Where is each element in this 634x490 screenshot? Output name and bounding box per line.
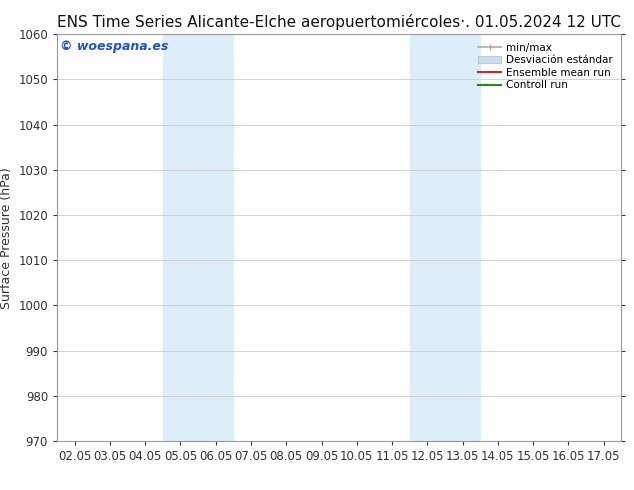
Bar bbox=[163, 34, 233, 441]
Y-axis label: Surface Pressure (hPa): Surface Pressure (hPa) bbox=[0, 167, 13, 309]
Text: miércoles·. 01.05.2024 12 UTC: miércoles·. 01.05.2024 12 UTC bbox=[386, 15, 621, 30]
Text: © woespana.es: © woespana.es bbox=[60, 40, 168, 53]
Bar bbox=[410, 34, 481, 441]
Text: ENS Time Series Alicante-Elche aeropuerto: ENS Time Series Alicante-Elche aeropuert… bbox=[57, 15, 386, 30]
Legend: min/max, Desviación estándar, Ensemble mean run, Controll run: min/max, Desviación estándar, Ensemble m… bbox=[475, 40, 616, 94]
